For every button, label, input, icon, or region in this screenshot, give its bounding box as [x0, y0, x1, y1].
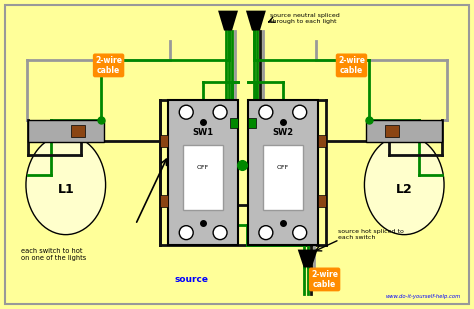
Text: SW1: SW1 [192, 128, 214, 137]
Bar [168, 100, 238, 245]
Bar [248, 100, 318, 245]
Circle shape [213, 226, 227, 239]
Circle shape [259, 226, 273, 239]
Circle shape [293, 226, 307, 239]
Bar [28, 120, 104, 142]
Text: each switch to hot
on one of the lights: each switch to hot on one of the lights [21, 248, 86, 261]
Bar [183, 145, 223, 210]
Text: www.do-it-yourself-help.com: www.do-it-yourself-help.com [386, 294, 461, 299]
Bar [160, 135, 168, 147]
Bar [385, 125, 399, 137]
Bar [160, 195, 168, 207]
Bar [248, 118, 256, 128]
Text: source hot spliced to
each switch: source hot spliced to each switch [337, 229, 403, 240]
Text: L2: L2 [396, 183, 413, 196]
Text: 2-wire
cable: 2-wire cable [311, 270, 338, 289]
Polygon shape [246, 11, 266, 31]
Text: OFF: OFF [197, 165, 210, 171]
Circle shape [259, 105, 273, 119]
Circle shape [293, 105, 307, 119]
Text: 2-wire
cable: 2-wire cable [338, 56, 365, 75]
Text: 2-wire
cable: 2-wire cable [95, 56, 122, 75]
Ellipse shape [26, 135, 106, 235]
Text: source: source [174, 275, 208, 284]
Circle shape [179, 105, 193, 119]
Bar [263, 145, 303, 210]
Bar [318, 135, 326, 147]
Polygon shape [298, 250, 318, 268]
Bar [71, 125, 85, 137]
Text: L1: L1 [57, 183, 74, 196]
Text: SW2: SW2 [272, 128, 293, 137]
Text: OFF: OFF [277, 165, 289, 171]
Text: source neutral spliced
through to each light: source neutral spliced through to each l… [270, 13, 339, 24]
Polygon shape [218, 11, 238, 31]
Ellipse shape [365, 135, 444, 235]
Circle shape [213, 105, 227, 119]
Bar [230, 118, 238, 128]
Bar [366, 120, 442, 142]
Circle shape [179, 226, 193, 239]
Bar [318, 195, 326, 207]
